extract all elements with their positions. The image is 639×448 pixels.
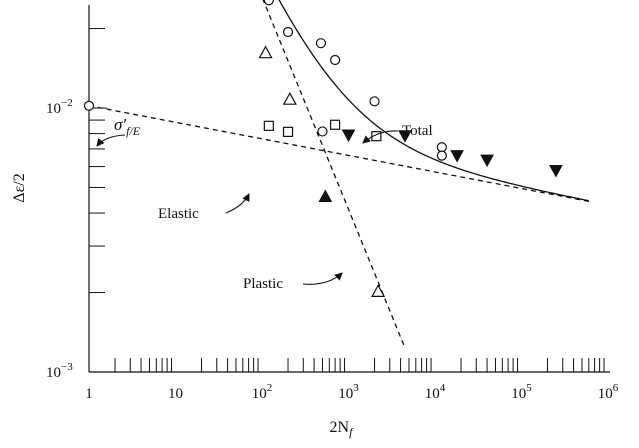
x-minor-ticks	[114, 358, 605, 372]
filled-triangle-marker	[398, 130, 412, 143]
circle-marker	[315, 38, 327, 49]
x-tick-label: 102	[252, 382, 273, 402]
circle-marker	[317, 126, 328, 137]
x-tick-label-exp: 5	[526, 382, 532, 394]
y-tick-label-exp: −2	[61, 97, 73, 109]
circle-marker	[436, 142, 447, 153]
x-tick-labels: 1 10 102 103 104 105 106	[85, 382, 619, 402]
sigma-arrow	[96, 134, 126, 147]
total-curve	[278, 0, 589, 202]
plastic-arrow	[302, 272, 343, 285]
sigma-f-label: σ′f/E	[114, 115, 141, 138]
x-tick-label-base: 10	[252, 386, 267, 402]
elastic-arrow	[225, 193, 250, 214]
x-tick-label-base: 10	[168, 386, 183, 402]
filled-triangle-marker	[341, 129, 356, 143]
x-tick-label-base: 10	[425, 386, 440, 402]
data-points	[83, 0, 563, 297]
x-axis-title: 2Nf	[330, 419, 355, 439]
y-axis-title-text: Δε/2	[11, 173, 28, 202]
x-tick-label-exp: 6	[613, 382, 619, 394]
annotations: Total Elastic Plastic σ′f/E	[96, 115, 433, 292]
circle-marker	[369, 96, 380, 107]
triangle-marker	[258, 45, 273, 59]
circle-marker	[282, 26, 294, 38]
x-tick-label: 106	[598, 382, 619, 402]
x-tick-label-exp: 3	[353, 382, 359, 394]
x-tick-label: 1	[85, 386, 93, 402]
filled-triangle-marker	[549, 164, 563, 178]
elastic-label: Elastic	[158, 206, 199, 222]
sigma-f-subscript: f/E	[126, 124, 141, 138]
square-marker	[282, 126, 294, 137]
fit-curves	[88, 0, 589, 349]
x-tick-label-base: 10	[598, 386, 613, 402]
triangle-marker	[282, 91, 297, 105]
total-arrow	[362, 130, 399, 144]
elastic-curve	[88, 105, 589, 203]
x-tick-label-base: 10	[511, 386, 526, 402]
x-tick-label-base: 10	[338, 386, 353, 402]
sigma-f-symbol: σ′	[114, 115, 126, 134]
filled-triangle-marker	[450, 150, 464, 163]
x-tick-label-exp: 2	[267, 382, 273, 394]
total-label: Total	[402, 123, 433, 139]
plastic-label: Plastic	[243, 276, 283, 292]
sigma-intercept-marker	[83, 100, 95, 111]
axes: 1 10 102 103 104 105 106 10−310−2	[46, 5, 619, 402]
circle-marker	[330, 54, 341, 66]
filled-triangle-marker	[318, 189, 333, 203]
x-tick-label-base: 1	[85, 386, 93, 402]
square-marker	[330, 119, 341, 130]
circle-marker	[263, 0, 274, 6]
x-tick-label-exp: 4	[440, 382, 446, 394]
x-tick-label: 105	[511, 382, 532, 402]
x-axis-title-subscript: f	[349, 425, 354, 439]
circle-marker	[436, 150, 447, 161]
y-tick-label-base: 10	[46, 101, 61, 117]
y-tick-labels: 10−310−2	[46, 97, 73, 381]
x-axis-title-text: 2N	[330, 419, 350, 436]
y-minor-ticks	[89, 28, 107, 294]
square-marker	[263, 120, 274, 131]
y-tick-label: 10−2	[46, 97, 73, 117]
x-tick-label: 10	[168, 386, 183, 402]
x-tick-label: 103	[338, 382, 359, 402]
y-tick-label-base: 10	[46, 365, 61, 381]
filled-triangle-marker	[480, 154, 494, 168]
x-tick-label: 104	[425, 382, 446, 402]
triangle-marker	[371, 284, 386, 297]
y-tick-label-exp: −3	[61, 361, 73, 373]
y-tick-label: 10−3	[46, 361, 73, 381]
y-axis-title: Δε/2	[11, 173, 28, 202]
plastic-curve	[262, 0, 406, 349]
